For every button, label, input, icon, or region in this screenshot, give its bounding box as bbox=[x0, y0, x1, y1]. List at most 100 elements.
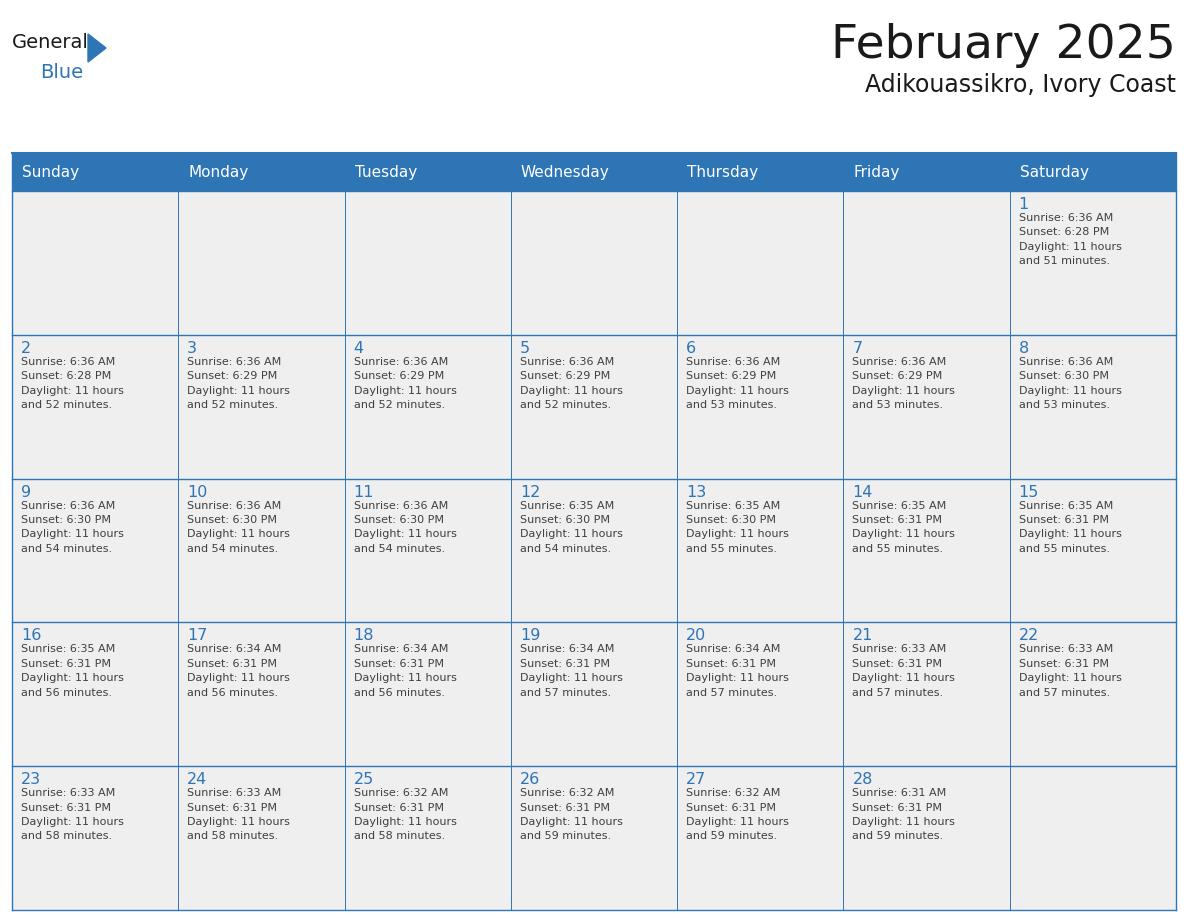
Bar bbox=[1010, 478, 1176, 622]
Text: 16: 16 bbox=[21, 629, 42, 644]
Bar bbox=[677, 767, 843, 910]
Text: 13: 13 bbox=[687, 485, 707, 499]
Bar bbox=[178, 767, 345, 910]
Text: 12: 12 bbox=[520, 485, 541, 499]
Bar bbox=[511, 622, 677, 767]
Text: 26: 26 bbox=[520, 772, 541, 788]
Text: Sunrise: 6:35 AM
Sunset: 6:30 PM
Daylight: 11 hours
and 54 minutes.: Sunrise: 6:35 AM Sunset: 6:30 PM Dayligh… bbox=[520, 500, 623, 554]
Text: Saturday: Saturday bbox=[1019, 164, 1088, 180]
Text: Sunrise: 6:33 AM
Sunset: 6:31 PM
Daylight: 11 hours
and 58 minutes.: Sunrise: 6:33 AM Sunset: 6:31 PM Dayligh… bbox=[21, 789, 124, 842]
Bar bbox=[1010, 335, 1176, 478]
Bar bbox=[178, 622, 345, 767]
Text: 10: 10 bbox=[188, 485, 208, 499]
Text: Sunrise: 6:32 AM
Sunset: 6:31 PM
Daylight: 11 hours
and 58 minutes.: Sunrise: 6:32 AM Sunset: 6:31 PM Dayligh… bbox=[354, 789, 456, 842]
Bar bbox=[1010, 767, 1176, 910]
Text: General: General bbox=[12, 33, 89, 52]
Text: Sunrise: 6:33 AM
Sunset: 6:31 PM
Daylight: 11 hours
and 57 minutes.: Sunrise: 6:33 AM Sunset: 6:31 PM Dayligh… bbox=[853, 644, 955, 698]
Text: 8: 8 bbox=[1019, 341, 1029, 356]
Bar bbox=[178, 478, 345, 622]
Text: 20: 20 bbox=[687, 629, 707, 644]
Bar bbox=[843, 335, 1010, 478]
Text: Sunrise: 6:36 AM
Sunset: 6:30 PM
Daylight: 11 hours
and 54 minutes.: Sunrise: 6:36 AM Sunset: 6:30 PM Dayligh… bbox=[21, 500, 124, 554]
Text: 5: 5 bbox=[520, 341, 530, 356]
Text: Sunrise: 6:33 AM
Sunset: 6:31 PM
Daylight: 11 hours
and 58 minutes.: Sunrise: 6:33 AM Sunset: 6:31 PM Dayligh… bbox=[188, 789, 290, 842]
Text: 21: 21 bbox=[853, 629, 873, 644]
Text: Sunrise: 6:36 AM
Sunset: 6:29 PM
Daylight: 11 hours
and 52 minutes.: Sunrise: 6:36 AM Sunset: 6:29 PM Dayligh… bbox=[188, 357, 290, 410]
Text: Monday: Monday bbox=[188, 164, 248, 180]
Text: 19: 19 bbox=[520, 629, 541, 644]
Text: Sunrise: 6:36 AM
Sunset: 6:29 PM
Daylight: 11 hours
and 53 minutes.: Sunrise: 6:36 AM Sunset: 6:29 PM Dayligh… bbox=[687, 357, 789, 410]
Bar bbox=[12, 767, 178, 910]
Bar bbox=[843, 622, 1010, 767]
Bar bbox=[345, 478, 511, 622]
Polygon shape bbox=[88, 34, 106, 62]
Text: Sunrise: 6:35 AM
Sunset: 6:30 PM
Daylight: 11 hours
and 55 minutes.: Sunrise: 6:35 AM Sunset: 6:30 PM Dayligh… bbox=[687, 500, 789, 554]
Bar bbox=[345, 335, 511, 478]
Bar bbox=[843, 478, 1010, 622]
Text: Sunrise: 6:36 AM
Sunset: 6:30 PM
Daylight: 11 hours
and 54 minutes.: Sunrise: 6:36 AM Sunset: 6:30 PM Dayligh… bbox=[188, 500, 290, 554]
Bar bbox=[12, 191, 178, 335]
Bar bbox=[12, 335, 178, 478]
Bar bbox=[1010, 191, 1176, 335]
Text: 6: 6 bbox=[687, 341, 696, 356]
Text: 23: 23 bbox=[21, 772, 42, 788]
Bar bbox=[178, 335, 345, 478]
Bar bbox=[511, 478, 677, 622]
Text: Sunrise: 6:36 AM
Sunset: 6:29 PM
Daylight: 11 hours
and 52 minutes.: Sunrise: 6:36 AM Sunset: 6:29 PM Dayligh… bbox=[520, 357, 623, 410]
Text: Sunrise: 6:31 AM
Sunset: 6:31 PM
Daylight: 11 hours
and 59 minutes.: Sunrise: 6:31 AM Sunset: 6:31 PM Dayligh… bbox=[853, 789, 955, 842]
Bar bbox=[677, 478, 843, 622]
Text: 2: 2 bbox=[21, 341, 31, 356]
Text: Sunrise: 6:33 AM
Sunset: 6:31 PM
Daylight: 11 hours
and 57 minutes.: Sunrise: 6:33 AM Sunset: 6:31 PM Dayligh… bbox=[1019, 644, 1121, 698]
Bar bbox=[511, 335, 677, 478]
Bar bbox=[12, 153, 1176, 191]
Text: Sunrise: 6:36 AM
Sunset: 6:30 PM
Daylight: 11 hours
and 53 minutes.: Sunrise: 6:36 AM Sunset: 6:30 PM Dayligh… bbox=[1019, 357, 1121, 410]
Bar bbox=[12, 478, 178, 622]
Text: Sunrise: 6:35 AM
Sunset: 6:31 PM
Daylight: 11 hours
and 56 minutes.: Sunrise: 6:35 AM Sunset: 6:31 PM Dayligh… bbox=[21, 644, 124, 698]
Bar bbox=[677, 622, 843, 767]
Bar bbox=[178, 191, 345, 335]
Text: Sunrise: 6:34 AM
Sunset: 6:31 PM
Daylight: 11 hours
and 56 minutes.: Sunrise: 6:34 AM Sunset: 6:31 PM Dayligh… bbox=[188, 644, 290, 698]
Text: Adikouassikro, Ivory Coast: Adikouassikro, Ivory Coast bbox=[865, 73, 1176, 97]
Text: Blue: Blue bbox=[40, 63, 83, 82]
Text: 27: 27 bbox=[687, 772, 707, 788]
Bar bbox=[843, 191, 1010, 335]
Text: 14: 14 bbox=[853, 485, 873, 499]
Text: 11: 11 bbox=[354, 485, 374, 499]
Bar bbox=[12, 622, 178, 767]
Text: Sunrise: 6:34 AM
Sunset: 6:31 PM
Daylight: 11 hours
and 56 minutes.: Sunrise: 6:34 AM Sunset: 6:31 PM Dayligh… bbox=[354, 644, 456, 698]
Text: 15: 15 bbox=[1019, 485, 1040, 499]
Text: 7: 7 bbox=[853, 341, 862, 356]
Text: 1: 1 bbox=[1019, 197, 1029, 212]
Bar bbox=[677, 335, 843, 478]
Bar bbox=[511, 191, 677, 335]
Text: Thursday: Thursday bbox=[687, 164, 758, 180]
Text: 28: 28 bbox=[853, 772, 873, 788]
Text: Sunrise: 6:36 AM
Sunset: 6:29 PM
Daylight: 11 hours
and 52 minutes.: Sunrise: 6:36 AM Sunset: 6:29 PM Dayligh… bbox=[354, 357, 456, 410]
Text: Tuesday: Tuesday bbox=[354, 164, 417, 180]
Text: Sunrise: 6:35 AM
Sunset: 6:31 PM
Daylight: 11 hours
and 55 minutes.: Sunrise: 6:35 AM Sunset: 6:31 PM Dayligh… bbox=[1019, 500, 1121, 554]
Text: 25: 25 bbox=[354, 772, 374, 788]
Text: February 2025: February 2025 bbox=[832, 23, 1176, 68]
Text: 4: 4 bbox=[354, 341, 364, 356]
Text: 17: 17 bbox=[188, 629, 208, 644]
Text: 22: 22 bbox=[1019, 629, 1040, 644]
Text: Wednesday: Wednesday bbox=[520, 164, 609, 180]
Bar bbox=[345, 767, 511, 910]
Text: Sunrise: 6:34 AM
Sunset: 6:31 PM
Daylight: 11 hours
and 57 minutes.: Sunrise: 6:34 AM Sunset: 6:31 PM Dayligh… bbox=[687, 644, 789, 698]
Text: Friday: Friday bbox=[853, 164, 899, 180]
Text: Sunday: Sunday bbox=[23, 164, 80, 180]
Text: Sunrise: 6:32 AM
Sunset: 6:31 PM
Daylight: 11 hours
and 59 minutes.: Sunrise: 6:32 AM Sunset: 6:31 PM Dayligh… bbox=[520, 789, 623, 842]
Text: Sunrise: 6:36 AM
Sunset: 6:29 PM
Daylight: 11 hours
and 53 minutes.: Sunrise: 6:36 AM Sunset: 6:29 PM Dayligh… bbox=[853, 357, 955, 410]
Bar bbox=[843, 767, 1010, 910]
Text: 24: 24 bbox=[188, 772, 208, 788]
Text: Sunrise: 6:32 AM
Sunset: 6:31 PM
Daylight: 11 hours
and 59 minutes.: Sunrise: 6:32 AM Sunset: 6:31 PM Dayligh… bbox=[687, 789, 789, 842]
Bar bbox=[345, 191, 511, 335]
Bar bbox=[1010, 622, 1176, 767]
Text: 3: 3 bbox=[188, 341, 197, 356]
Bar bbox=[511, 767, 677, 910]
Text: Sunrise: 6:35 AM
Sunset: 6:31 PM
Daylight: 11 hours
and 55 minutes.: Sunrise: 6:35 AM Sunset: 6:31 PM Dayligh… bbox=[853, 500, 955, 554]
Text: Sunrise: 6:36 AM
Sunset: 6:30 PM
Daylight: 11 hours
and 54 minutes.: Sunrise: 6:36 AM Sunset: 6:30 PM Dayligh… bbox=[354, 500, 456, 554]
Text: 9: 9 bbox=[21, 485, 31, 499]
Text: Sunrise: 6:36 AM
Sunset: 6:28 PM
Daylight: 11 hours
and 52 minutes.: Sunrise: 6:36 AM Sunset: 6:28 PM Dayligh… bbox=[21, 357, 124, 410]
Text: 18: 18 bbox=[354, 629, 374, 644]
